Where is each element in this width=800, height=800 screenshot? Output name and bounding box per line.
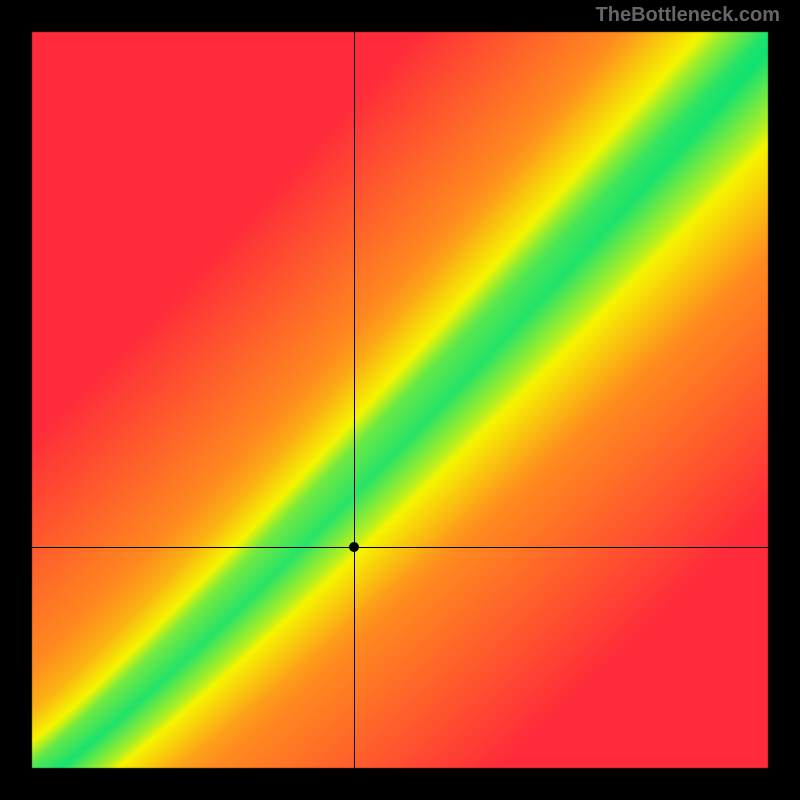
marker-point: [349, 542, 359, 552]
watermark-text: TheBottleneck.com: [596, 4, 780, 27]
crosshair-horizontal: [32, 547, 768, 548]
chart-frame: [0, 0, 800, 800]
heatmap-canvas: [0, 0, 800, 800]
crosshair-vertical: [354, 32, 355, 768]
chart-container: TheBottleneck.com: [0, 0, 800, 800]
